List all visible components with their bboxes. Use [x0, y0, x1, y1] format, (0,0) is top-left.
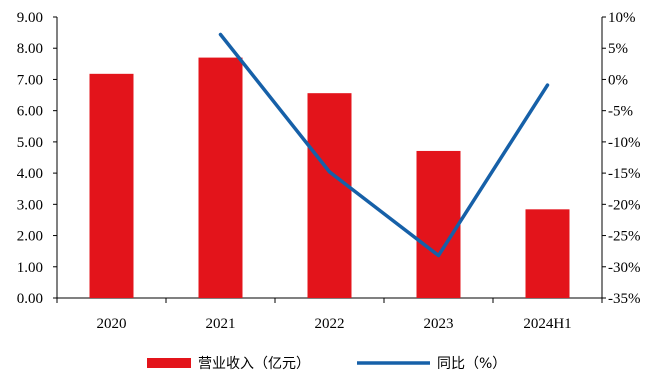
- y-left-tick-label: 8.00: [17, 41, 43, 57]
- yoy-point-2022: [328, 170, 331, 174]
- y-left-tick-label: 6.00: [17, 104, 43, 120]
- bar-2020: [89, 73, 134, 298]
- legend-label-revenue: 营业收入（亿元）: [198, 356, 310, 372]
- yoy-line: [218, 32, 550, 258]
- x-tick-label: 2021: [206, 316, 236, 332]
- y-right-tick-label: -15%: [608, 166, 641, 182]
- y-left-tick-label: 1.00: [17, 260, 43, 276]
- y-left-tick-label: 3.00: [17, 197, 43, 213]
- y-left-tick-label: 2.00: [17, 229, 43, 245]
- yoy-line-series: [218, 32, 550, 258]
- bar-2024H1: [525, 209, 570, 298]
- y-right-tick-label: -35%: [608, 291, 641, 307]
- y-right-tick-label: -10%: [608, 135, 641, 151]
- y-left-tick-label: 7.00: [17, 72, 43, 88]
- y-left-tick-label: 9.00: [17, 10, 43, 26]
- bar-2021: [198, 57, 243, 298]
- tick-labels: 0.00 1.00 2.00 3.00 4.00 5.00 6.00 7.00 8.00 9.00…: [17, 10, 641, 332]
- y-right-tick-label: -20%: [608, 197, 641, 213]
- x-tick-label: 2022: [315, 316, 345, 332]
- y-left-tick-label: 4.00: [17, 166, 43, 182]
- x-tick-label: 2024H1: [523, 316, 571, 332]
- y-right-tick-label: -5%: [608, 104, 633, 120]
- legend-swatch-revenue: [147, 358, 191, 368]
- y-right-tick-label: 10%: [608, 10, 636, 26]
- y-right-tick-label: -25%: [608, 229, 641, 245]
- x-tick-label: 2023: [424, 316, 454, 332]
- yoy-point-2024H1: [546, 83, 549, 87]
- revenue-bars: [89, 57, 570, 298]
- y-left-tick-label: 0.00: [17, 291, 43, 307]
- legend-label-yoy: 同比（%）: [437, 356, 506, 372]
- y-right-tick-label: 0%: [608, 72, 628, 88]
- y-left-tick-label: 5.00: [17, 135, 43, 151]
- bar-2022: [307, 93, 352, 298]
- y-right-tick-label: -30%: [608, 260, 641, 276]
- yoy-point-2021: [219, 32, 222, 36]
- yoy-point-2023: [437, 254, 440, 258]
- y-right-tick-label: 5%: [608, 41, 628, 57]
- bar-2023: [416, 150, 461, 298]
- x-tick-label: 2020: [97, 316, 127, 332]
- legend: 营业收入（亿元） 同比（%）: [147, 356, 506, 372]
